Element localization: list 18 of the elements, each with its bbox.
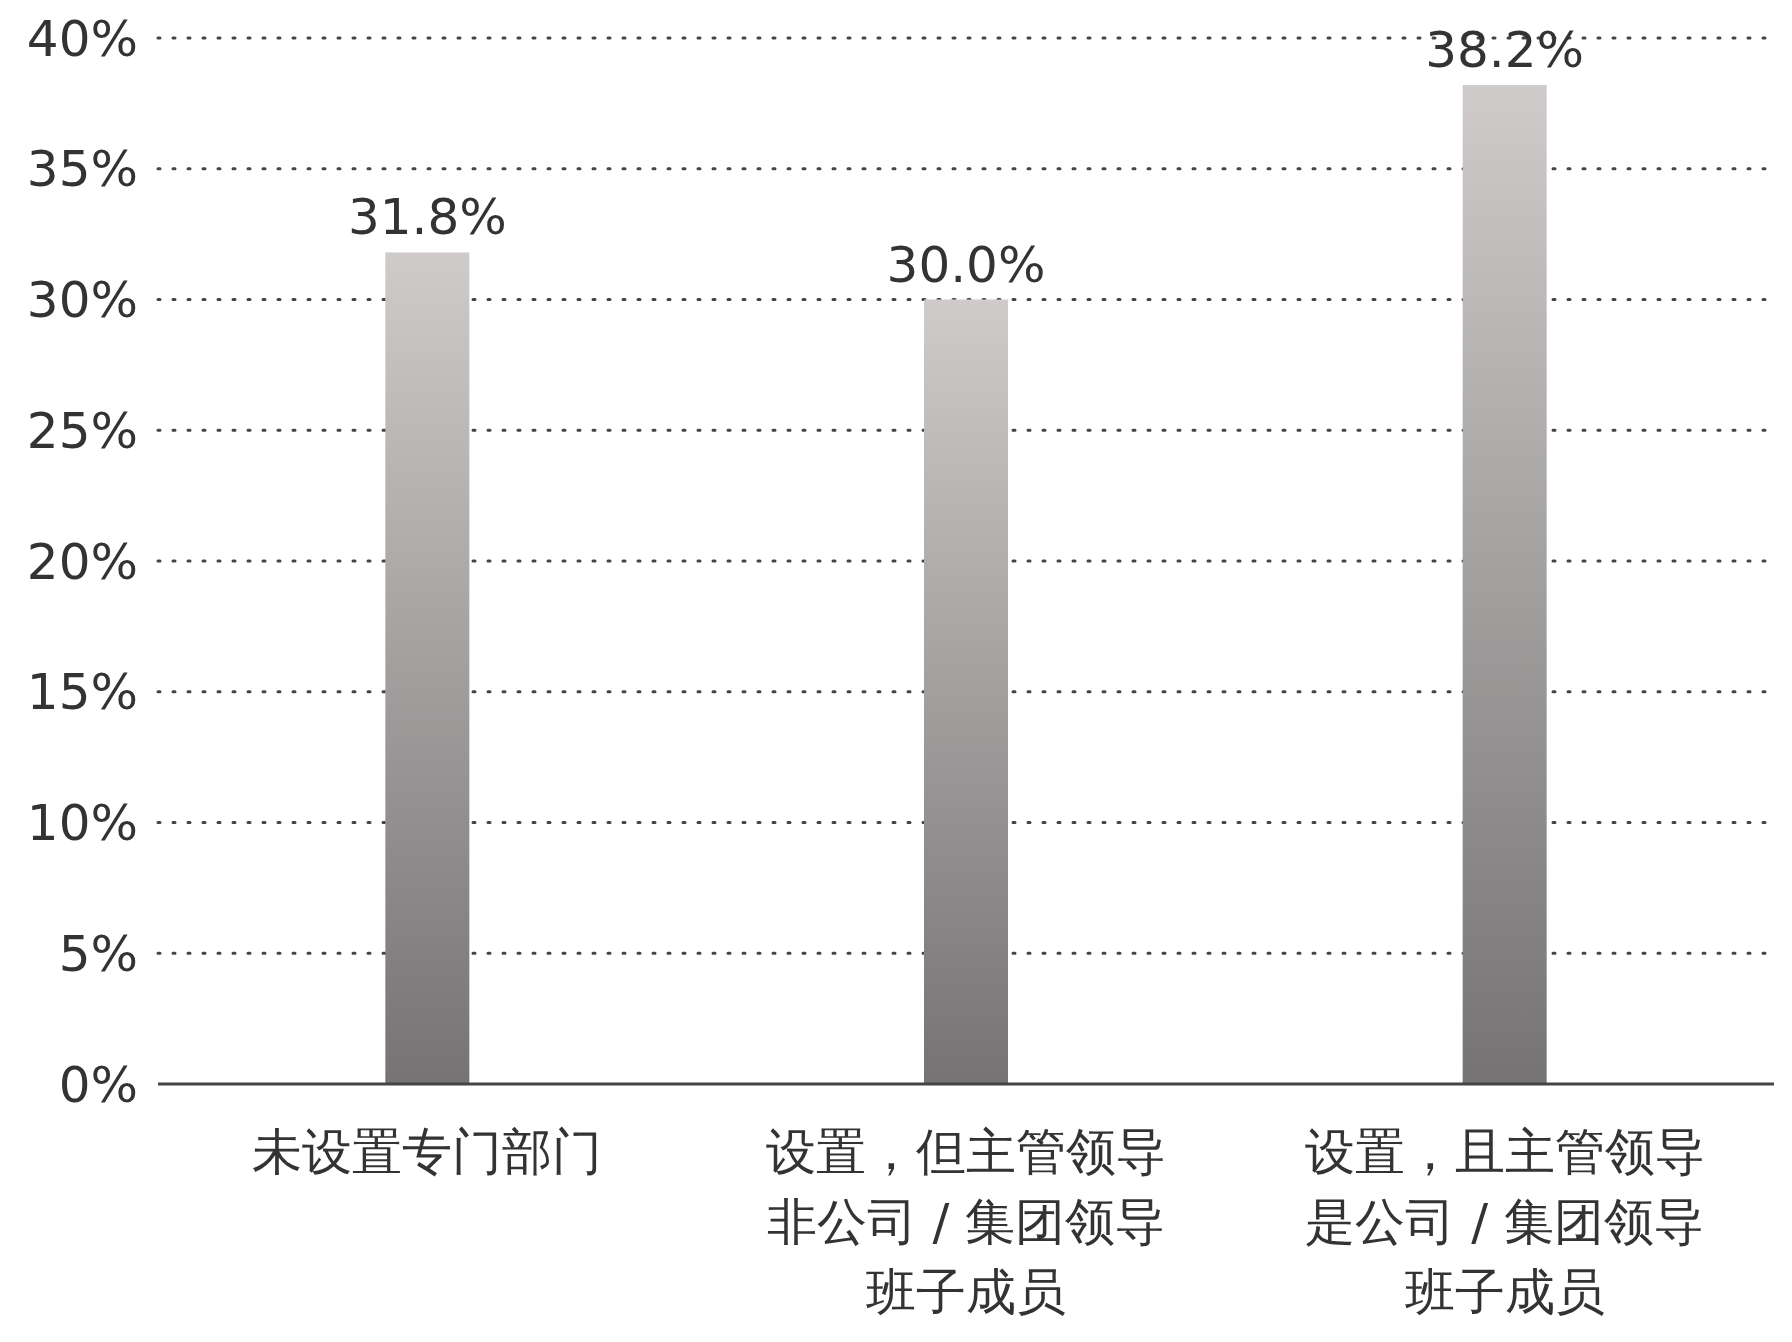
data-label: 31.8% — [347, 188, 507, 247]
y-tick-label: 35% — [26, 140, 138, 199]
y-tick-label: 0% — [58, 1055, 138, 1114]
data-label: 30.0% — [886, 235, 1046, 294]
data-label: 38.2% — [1425, 21, 1585, 80]
x-tick-label: 设置，但主管领导非公司 / 集团领导班子成员 — [766, 1123, 1166, 1321]
bar — [924, 299, 1008, 1084]
bar — [1462, 85, 1547, 1084]
bar — [385, 252, 470, 1084]
y-tick-label: 25% — [26, 401, 138, 460]
x-tick-label: 未设置专门部门 — [252, 1123, 603, 1181]
x-tick-label: 设置，且主管领导是公司 / 集团领导班子成员 — [1304, 1123, 1705, 1321]
y-tick-label: 15% — [26, 663, 138, 722]
y-tick-label: 20% — [26, 532, 138, 591]
y-tick-label: 40% — [26, 9, 138, 68]
y-tick-label: 30% — [26, 271, 138, 329]
y-tick-label: 10% — [26, 794, 138, 852]
y-tick-label: 5% — [58, 924, 138, 983]
